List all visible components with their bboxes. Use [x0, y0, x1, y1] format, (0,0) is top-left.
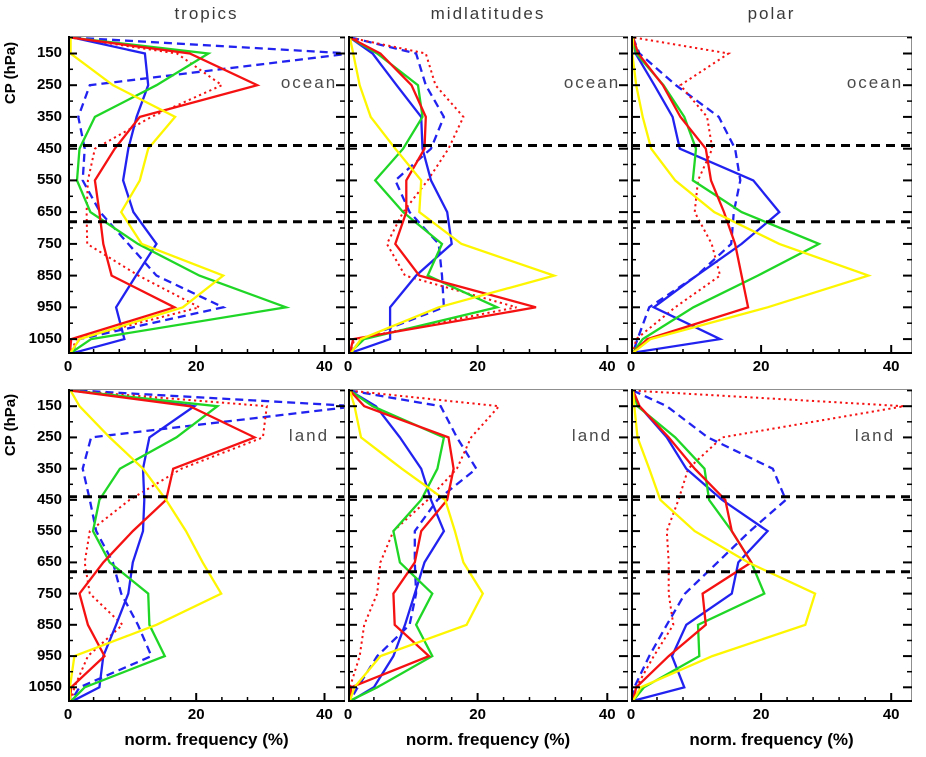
- series-red-dotted: [70, 36, 224, 354]
- x-axis-title-polar: norm. frequency (%): [689, 730, 854, 749]
- series-red-solid: [348, 36, 537, 353]
- x-tick-label: 40: [598, 358, 616, 375]
- series-blue-dashed: [631, 37, 742, 354]
- x-tick-label: 20: [187, 706, 205, 723]
- series-blue-solid: [631, 37, 781, 354]
- panel-label-land: land: [572, 426, 612, 445]
- y-tick-label: 150: [36, 44, 62, 62]
- y-tick-label: 850: [36, 266, 62, 284]
- x-tick-label: 20: [752, 358, 770, 375]
- series-red-dotted: [348, 389, 502, 701]
- series-red-solid: [348, 389, 455, 701]
- panel-polar-land: land: [631, 389, 912, 702]
- x-tick-label: 20: [752, 706, 770, 723]
- series-blue-solid: [72, 389, 198, 702]
- series-blue-dashed: [348, 389, 478, 702]
- panel-label-ocean: ocean: [564, 73, 620, 92]
- y-axis-title-row1: CP (hPa): [2, 41, 19, 105]
- x-tick-label: 40: [316, 706, 333, 723]
- x-tick-label: 20: [469, 358, 486, 375]
- x-axis-title-midlatitudes: norm. frequency (%): [405, 730, 571, 749]
- y-tick-label: 250: [36, 428, 62, 446]
- y-tick-label: 950: [36, 298, 62, 316]
- column-title-polar: polar: [747, 4, 796, 23]
- x-tick-label: 0: [343, 706, 353, 723]
- y-tick-label: 450: [36, 490, 62, 508]
- x-tick-label: 0: [626, 358, 636, 375]
- y-axis-title-row2: CP (hPa): [2, 393, 19, 457]
- x-tick-label: 20: [469, 706, 486, 723]
- x-tick-label: 20: [187, 358, 205, 375]
- series-red-dotted: [632, 36, 732, 353]
- series-blue-solid: [349, 36, 453, 354]
- y-tick-label: 650: [36, 203, 62, 221]
- series-red-solid: [68, 36, 261, 353]
- series-blue-solid: [72, 36, 158, 354]
- series-yellow-solid: [348, 37, 559, 354]
- column-title-midlatitudes: midlatitudes: [430, 4, 546, 23]
- x-tick-label: 40: [882, 706, 900, 723]
- y-tick-label: 650: [36, 553, 62, 571]
- y-tick-label: 1050: [28, 330, 62, 348]
- series-red-dotted: [348, 36, 517, 354]
- series-red-solid: [631, 390, 753, 702]
- panel-label-land: land: [855, 426, 895, 445]
- series-blue-dashed: [631, 389, 788, 701]
- series-yellow-solid: [348, 390, 485, 702]
- panel-label-land: land: [289, 426, 329, 445]
- y-tick-label: 450: [36, 139, 62, 157]
- series-green-solid: [349, 36, 501, 354]
- series-blue-solid: [631, 390, 770, 702]
- x-tick-label: 40: [316, 358, 333, 375]
- series-yellow-solid: [631, 390, 817, 702]
- panel-label-ocean: ocean: [281, 73, 337, 92]
- series-green-solid: [70, 36, 291, 354]
- y-tick-label: 150: [36, 397, 62, 415]
- y-tick-label: 750: [36, 584, 62, 602]
- series-blue-solid: [349, 389, 446, 702]
- x-tick-label: 0: [626, 706, 636, 723]
- y-tick-label: 950: [36, 647, 62, 665]
- x-tick-label: 0: [63, 706, 73, 723]
- y-tick-label: 750: [36, 234, 62, 252]
- series-blue-dashed: [70, 389, 345, 702]
- x-tick-label: 40: [598, 706, 616, 723]
- panel-label-ocean: ocean: [847, 73, 903, 92]
- panel-midlatitudes-ocean: ocean: [348, 36, 628, 354]
- y-tick-label: 350: [36, 107, 62, 125]
- y-tick-label: 550: [36, 522, 62, 540]
- series-red-solid: [68, 389, 258, 701]
- panel-tropics-ocean: ocean: [68, 36, 345, 354]
- series-yellow-solid: [68, 390, 223, 701]
- series-green-solid: [70, 389, 221, 702]
- series-blue-dashed: [70, 36, 345, 354]
- series-red-dotted: [632, 389, 905, 702]
- x-tick-label: 0: [343, 358, 353, 375]
- series-yellow-solid: [69, 37, 226, 354]
- y-tick-label: 250: [36, 76, 62, 94]
- series-yellow-solid: [631, 37, 873, 354]
- x-tick-label: 40: [882, 358, 900, 375]
- panel-tropics-land: land: [68, 389, 345, 702]
- panel-midlatitudes-land: land: [348, 389, 628, 702]
- column-title-tropics: tropics: [174, 4, 239, 23]
- y-tick-label: 550: [36, 171, 62, 189]
- y-tick-label: 350: [36, 459, 62, 477]
- panel-polar-ocean: ocean: [631, 36, 912, 354]
- series-blue-dashed: [350, 36, 446, 354]
- series-red-solid: [631, 37, 750, 354]
- y-tick-label: 1050: [28, 678, 62, 696]
- y-tick-label: 850: [36, 615, 62, 633]
- x-tick-label: 0: [63, 358, 73, 375]
- x-axis-title-tropics: norm. frequency (%): [124, 730, 289, 749]
